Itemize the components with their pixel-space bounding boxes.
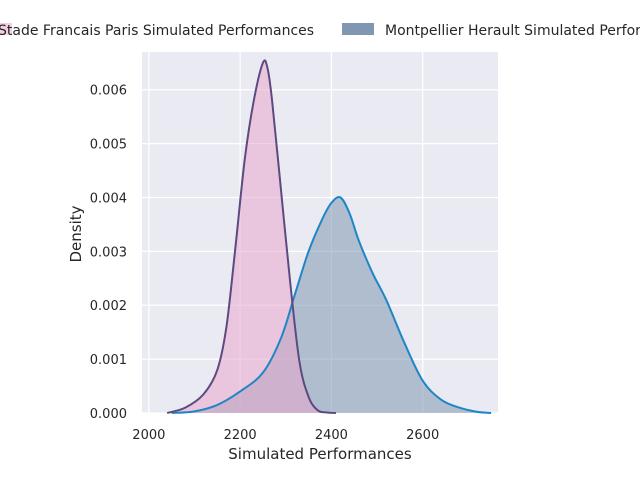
density-line-0 (166, 59, 337, 414)
x-axis: 2000 2200 2400 2600 (132, 428, 439, 443)
legend-label-1: Montpellier Herault Simulated Performanc… (385, 23, 640, 39)
y-tick-label: 0.001 (90, 353, 127, 368)
density-area-0 (167, 60, 336, 414)
x-tick-label: 2400 (315, 428, 348, 443)
legend-swatch-0 (0, 23, 12, 35)
density-areas (166, 59, 492, 414)
x-tick-label: 2600 (406, 428, 439, 443)
y-tick-label: 0.004 (90, 191, 127, 206)
x-tick-label: 2200 (224, 428, 257, 443)
y-tick-label: 0.003 (90, 245, 127, 260)
y-tick-label: 0.002 (90, 299, 127, 314)
y-tick-label: 0.005 (90, 138, 127, 153)
legend: Stade Francais Paris Simulated Performan… (0, 23, 640, 39)
x-axis-label: Simulated Performances (228, 445, 412, 463)
y-axis-label: Density (67, 205, 85, 262)
y-tick-label: 0.000 (90, 407, 127, 422)
y-tick-label: 0.006 (90, 84, 127, 99)
x-tick-label: 2000 (132, 428, 165, 443)
y-axis: 0.000 0.001 0.002 0.003 0.004 0.005 0.006 (90, 84, 127, 422)
legend-label-0: Stade Francais Paris Simulated Performan… (0, 23, 314, 39)
legend-swatch-1 (342, 23, 374, 35)
density-line-1 (171, 196, 492, 414)
